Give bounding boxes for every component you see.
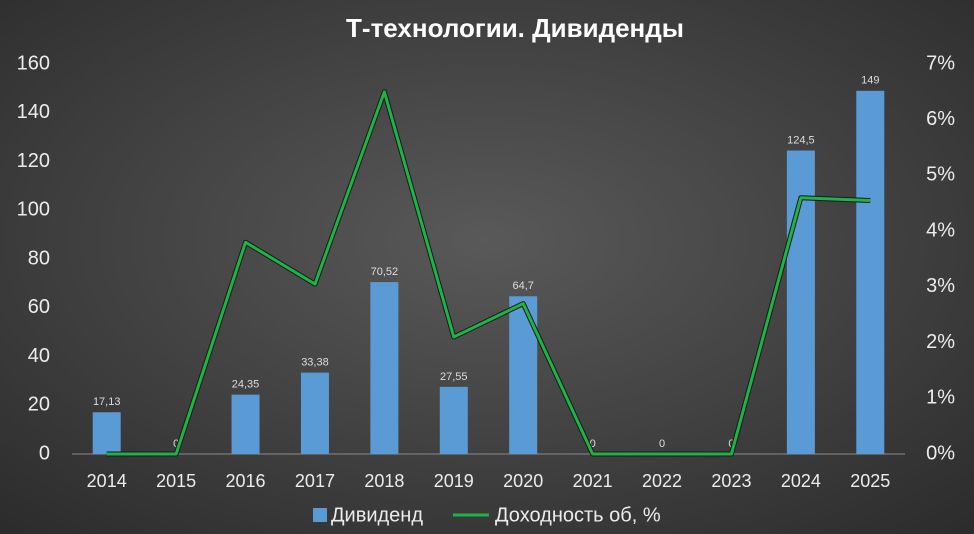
data-label: 33,38 [301, 357, 329, 369]
bar [300, 372, 329, 454]
y-tick-label: 40 [28, 345, 50, 367]
bar [92, 412, 121, 454]
data-label: 24,35 [232, 379, 260, 391]
y-tick-label: 140 [17, 101, 50, 123]
line [106, 90, 871, 456]
y2-tick-label: 0% [926, 442, 955, 464]
y-tick-label: 20 [28, 394, 50, 416]
data-label: 0 [728, 438, 734, 450]
x-tick-label: 2023 [711, 471, 751, 491]
y-tick-label: 80 [28, 247, 50, 269]
x-tick-label: 2025 [850, 471, 890, 491]
y2-tick-label: 7% [926, 52, 955, 74]
data-label: 124,5 [787, 134, 815, 146]
y2-tick-label: 1% [926, 387, 955, 409]
data-label: 0 [590, 438, 596, 450]
data-label: 149 [861, 75, 879, 87]
x-tick-label: 2021 [573, 471, 613, 491]
data-label: 0 [173, 438, 179, 450]
chart-title: Т-технологии. Дивиденды [346, 13, 684, 43]
legend-swatch [313, 508, 327, 522]
y2-tick-label: 3% [926, 275, 955, 297]
y2-tick-label: 6% [926, 108, 955, 130]
x-tick-label: 2022 [642, 471, 682, 491]
x-tick-label: 2019 [434, 471, 474, 491]
legend-label: Доходность об, % [495, 504, 661, 526]
x-tick-label: 2020 [503, 471, 543, 491]
y2-tick-label: 4% [926, 219, 955, 241]
bar [231, 394, 260, 454]
y-tick-label: 120 [17, 150, 50, 172]
data-label: 0 [659, 438, 665, 450]
x-tick-label: 2016 [226, 471, 266, 491]
x-tick-label: 2018 [364, 471, 404, 491]
x-tick-label: 2017 [295, 471, 335, 491]
y-tick-label: 100 [17, 199, 50, 221]
x-tick-label: 2015 [156, 471, 196, 491]
data-label: 27,55 [440, 371, 468, 383]
bar [370, 282, 399, 454]
data-label: 70,52 [371, 266, 399, 278]
data-label: 17,13 [93, 396, 121, 408]
y-tick-label: 160 [17, 52, 50, 74]
bar [856, 90, 885, 454]
data-label: 64,7 [512, 280, 533, 292]
legend-label: Дивиденд [331, 504, 423, 526]
y2-tick-label: 5% [926, 164, 955, 186]
x-tick-label: 2014 [87, 471, 127, 491]
y2-tick-label: 2% [926, 331, 955, 353]
bar [439, 386, 468, 454]
y-tick-label: 60 [28, 296, 50, 318]
x-tick-label: 2024 [781, 471, 821, 491]
y-tick-label: 0 [39, 442, 50, 464]
